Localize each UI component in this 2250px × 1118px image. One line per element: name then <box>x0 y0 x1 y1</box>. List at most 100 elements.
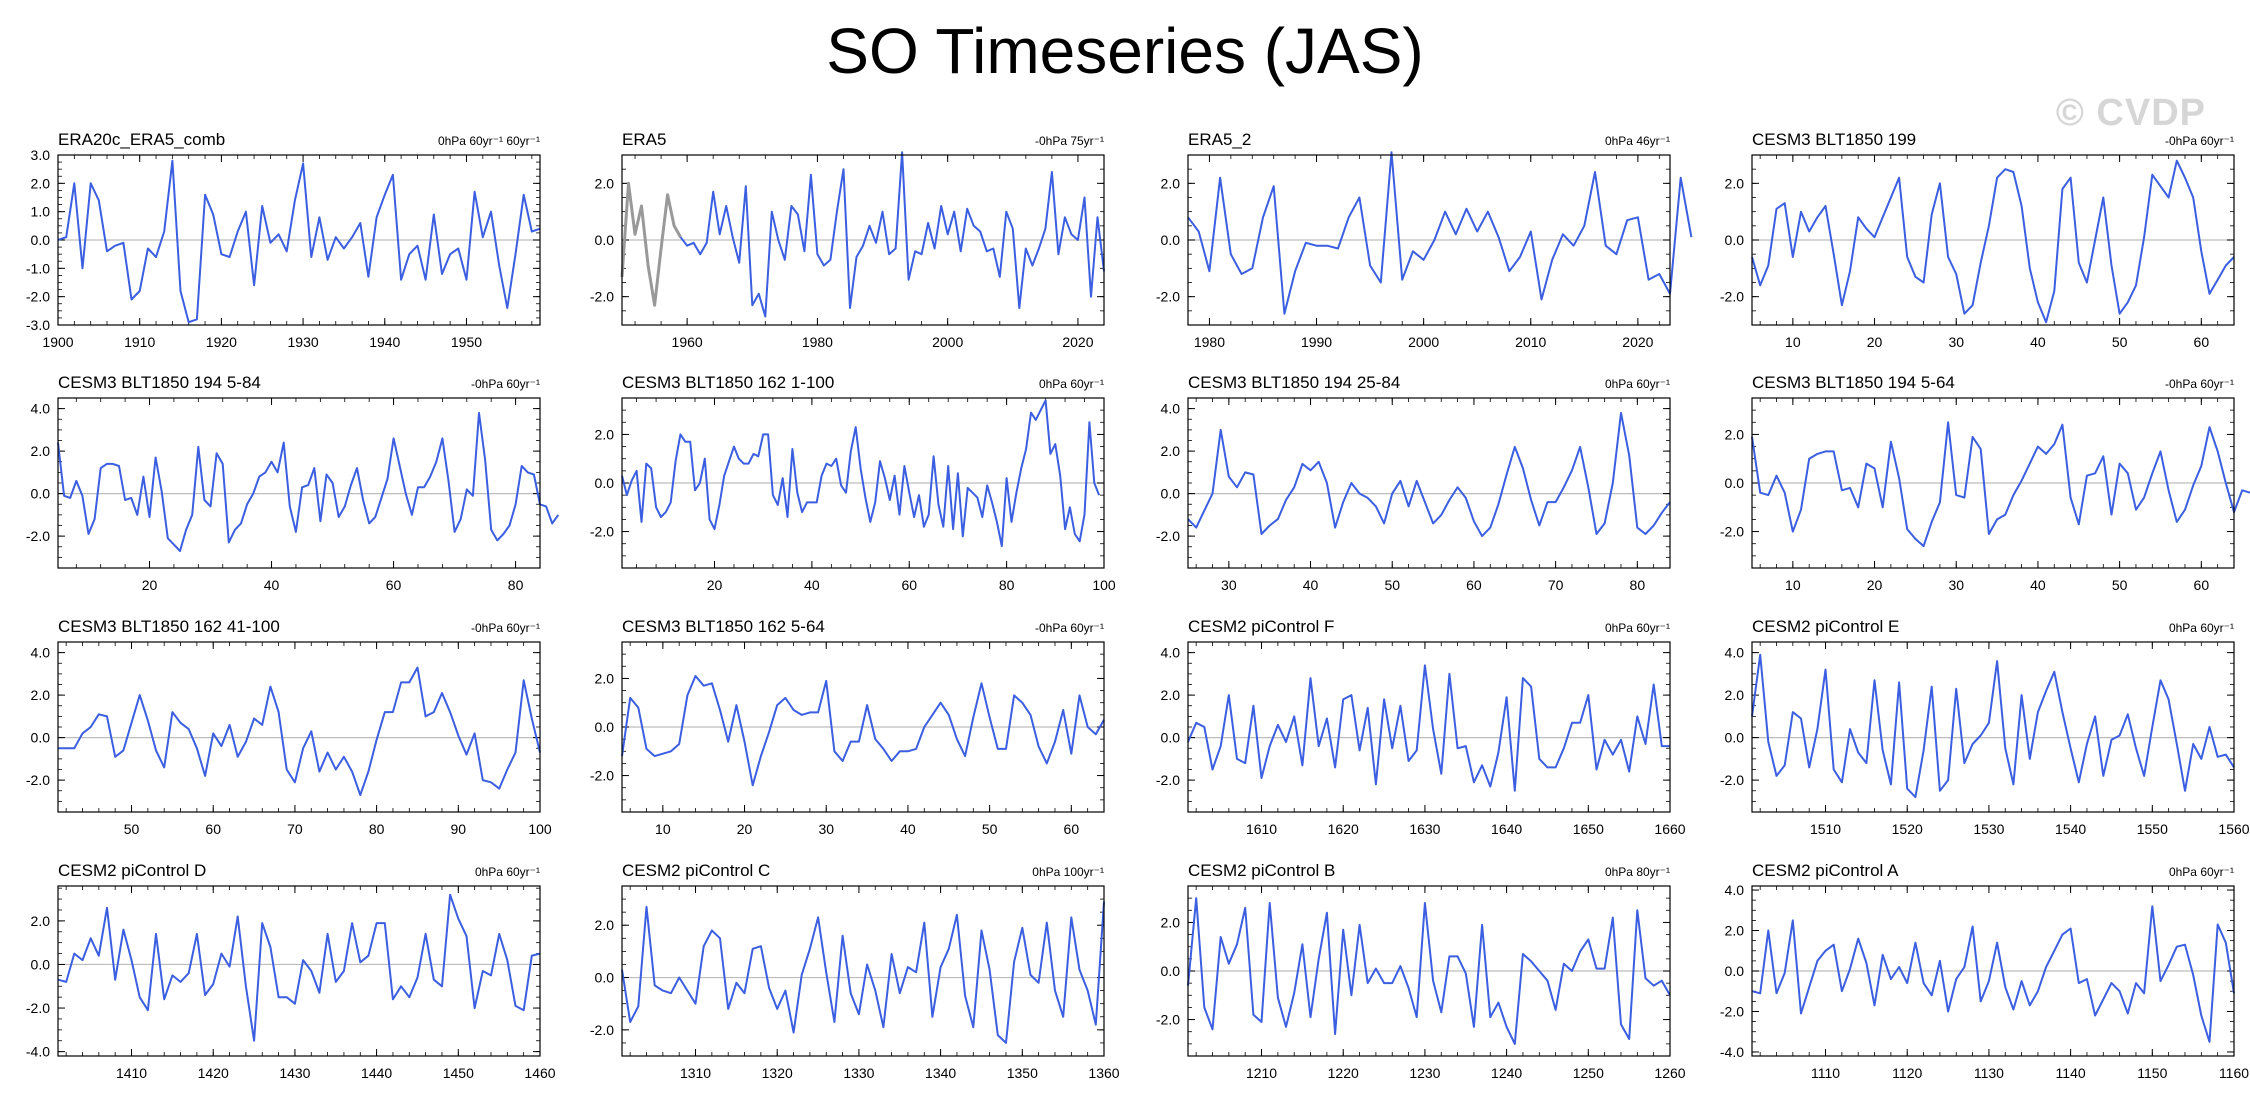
x-tick-label: 40 <box>900 821 916 837</box>
panel-side-label: 0hPa 60yr⁻¹ 60yr⁻¹ <box>438 134 540 148</box>
series-line <box>1187 897 1671 1045</box>
y-tick-label: -2.0 <box>590 289 614 305</box>
x-tick-label: 60 <box>2194 577 2210 593</box>
y-tick-label: 2.0 <box>1161 687 1181 703</box>
y-tick-label: -3.0 <box>26 317 50 333</box>
panel-title: CESM3 BLT1850 194 5-84 <box>58 373 261 392</box>
series-line <box>1751 653 2235 799</box>
y-tick-label: 4.0 <box>31 401 51 417</box>
panel-side-label: 0hPa 60yr⁻¹ <box>1039 377 1104 391</box>
panel-title: CESM3 BLT1850 162 41-100 <box>58 617 280 636</box>
x-tick-label: 80 <box>1630 577 1646 593</box>
x-tick-label: 50 <box>1384 577 1400 593</box>
y-tick-label: 2.0 <box>595 917 615 933</box>
panel-side-label: -0hPa 60yr⁻¹ <box>2165 377 2234 391</box>
y-tick-label: 4.0 <box>31 645 51 661</box>
panel-title: CESM3 BLT1850 194 25-84 <box>1188 373 1400 392</box>
panel-title: CESM2 piControl E <box>1752 617 1899 636</box>
panel-frame <box>1751 154 2235 326</box>
panel-11: CESM2 piControl F 0hPa 60yr⁻¹ -2.0 0.0 2.0 4.… <box>1156 617 1686 837</box>
y-tick-label: -2.0 <box>590 768 614 784</box>
x-tick-label: 1110 <box>1811 1065 1840 1081</box>
series-line <box>57 893 541 1042</box>
y-tick-label: -4.0 <box>1720 1044 1744 1060</box>
x-tick-label: 1320 <box>762 1065 793 1081</box>
x-tick-label: 1610 <box>1246 821 1277 837</box>
panel-9: CESM3 BLT1850 162 41-100 -0hPa 60yr⁻¹ -2.0… <box>26 617 552 837</box>
x-tick-label: 60 <box>1466 577 1482 593</box>
y-tick-label: -2.0 <box>1720 289 1744 305</box>
x-tick-label: 50 <box>982 821 998 837</box>
x-tick-label: 1210 <box>1246 1065 1277 1081</box>
y-tick-label: 2.0 <box>31 687 51 703</box>
panel-frame <box>621 154 1105 326</box>
series-line <box>1751 421 2250 548</box>
x-tick-label: 1130 <box>1974 1065 2004 1081</box>
series-line <box>621 901 1105 1044</box>
x-tick-label: 70 <box>287 821 303 837</box>
x-tick-label: 60 <box>205 821 221 837</box>
y-tick-label: 2.0 <box>31 175 51 191</box>
panel-frame <box>621 641 1105 813</box>
series-line <box>57 411 560 552</box>
y-tick-label: -2.0 <box>26 289 50 305</box>
x-tick-label: 1660 <box>1654 821 1685 837</box>
y-tick-label: 2.0 <box>1725 923 1745 939</box>
y-tick-label: -2.0 <box>26 1000 50 1016</box>
y-tick-label: -2.0 <box>1720 1003 1744 1019</box>
x-tick-label: 1460 <box>524 1065 555 1081</box>
panel-title: CESM3 BLT1850 194 5-64 <box>1752 373 1955 392</box>
y-tick-label: 2.0 <box>1161 914 1181 930</box>
panel-14: CESM2 piControl C 0hPa 100yr⁻¹ -2.0 0.0 2.0 1… <box>590 861 1120 1081</box>
panel-frame <box>1187 397 1671 569</box>
panel-title: CESM2 piControl A <box>1752 861 1899 880</box>
x-tick-label: 1220 <box>1328 1065 1359 1081</box>
x-tick-label: 1360 <box>1088 1065 1119 1081</box>
x-tick-label: 40 <box>1303 577 1319 593</box>
x-tick-label: 20 <box>142 577 158 593</box>
x-tick-label: 1440 <box>361 1065 392 1081</box>
panel-frame <box>1187 641 1671 813</box>
panel-8: CESM3 BLT1850 194 5-64 -0hPa 60yr⁻¹ -2.0 0.… <box>1720 373 2250 593</box>
x-tick-label: 1940 <box>369 334 400 350</box>
x-tick-label: 1550 <box>2137 821 2168 837</box>
overlay-line <box>620 181 682 307</box>
panel-side-label: 0hPa 60yr⁻¹ <box>2169 621 2234 635</box>
y-tick-label: 3.0 <box>31 147 51 163</box>
panel-13: CESM2 piControl D 0hPa 60yr⁻¹ -4.0 -2.0 0.0 2… <box>26 861 556 1081</box>
y-tick-label: 0.0 <box>1161 963 1181 979</box>
series-line <box>1187 151 1693 315</box>
y-tick-label: 0.0 <box>1161 486 1181 502</box>
x-tick-label: 1620 <box>1328 821 1359 837</box>
x-tick-label: 1330 <box>843 1065 874 1081</box>
panel-side-label: 0hPa 60yr⁻¹ <box>2169 865 2234 879</box>
y-tick-label: 2.0 <box>31 443 51 459</box>
x-tick-label: 50 <box>2112 334 2128 350</box>
x-tick-label: 80 <box>508 577 524 593</box>
x-tick-label: 40 <box>264 577 280 593</box>
panel-title: CESM3 BLT1850 162 5-64 <box>622 617 825 636</box>
y-tick-label: 0.0 <box>31 486 51 502</box>
panel-frame <box>621 885 1105 1057</box>
y-tick-label: 2.0 <box>31 913 51 929</box>
x-tick-label: 10 <box>1785 334 1801 350</box>
y-tick-label: 0.0 <box>1725 475 1745 491</box>
series-line <box>1187 664 1670 792</box>
y-tick-label: -2.0 <box>590 1022 614 1038</box>
panel-4: CESM3 BLT1850 199 -0hPa 60yr⁻¹ -2.0 0.0 2.0 1… <box>1720 130 2235 350</box>
panel-side-label: 0hPa 60yr⁻¹ <box>1605 621 1670 635</box>
x-tick-label: 10 <box>655 821 671 837</box>
y-tick-label: -2.0 <box>1720 524 1744 540</box>
y-tick-label: 0.0 <box>1161 232 1181 248</box>
series-line <box>57 159 541 324</box>
y-tick-label: -2.0 <box>590 524 614 540</box>
y-tick-label: 2.0 <box>595 426 615 442</box>
y-tick-label: 0.0 <box>595 232 615 248</box>
x-tick-label: 60 <box>901 577 917 593</box>
y-tick-label: 0.0 <box>1725 963 1745 979</box>
panel-16: CESM2 piControl A 0hPa 60yr⁻¹ -4.0 -2.0 0.0 2… <box>1720 861 2249 1081</box>
x-tick-label: 30 <box>1948 334 1964 350</box>
x-tick-label: 1530 <box>1973 821 2004 837</box>
y-tick-label: 0.0 <box>1725 232 1745 248</box>
